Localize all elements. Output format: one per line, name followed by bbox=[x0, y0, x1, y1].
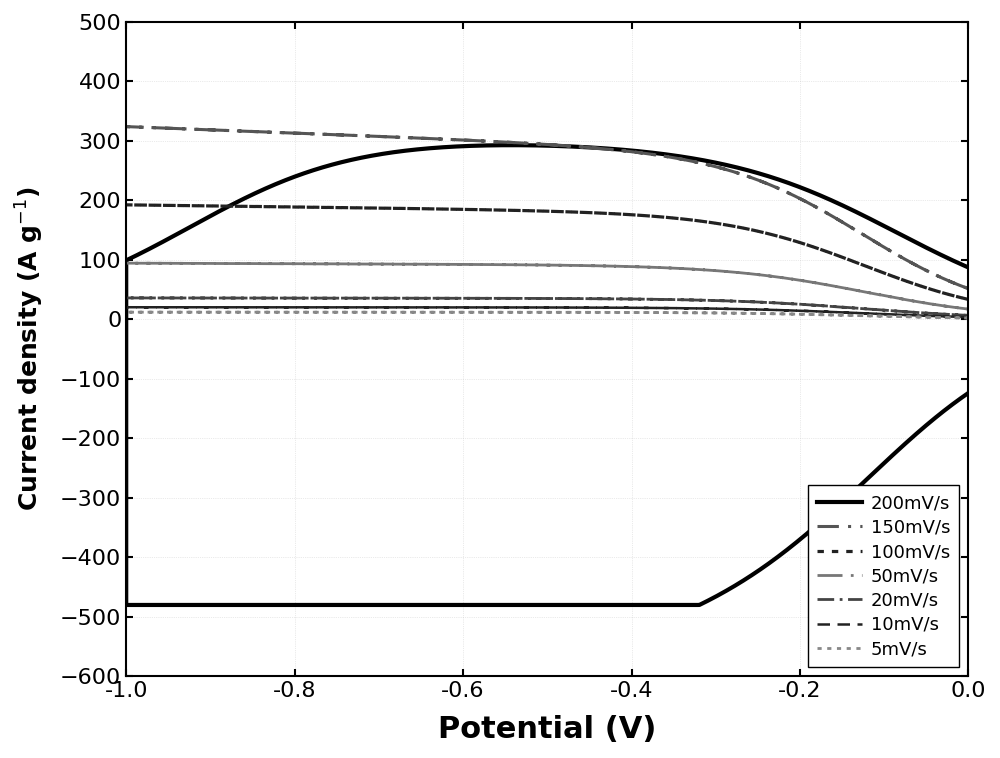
100mV/s bbox=[120, 200, 132, 209]
150mV/s bbox=[120, 122, 132, 131]
Line: 20mV/s: 20mV/s bbox=[126, 298, 968, 315]
5mV/s bbox=[962, 314, 974, 323]
10mV/s bbox=[913, 311, 925, 320]
20mV/s bbox=[120, 293, 132, 302]
Line: 150mV/s: 150mV/s bbox=[126, 127, 968, 289]
150mV/s bbox=[605, 145, 617, 154]
Line: 5mV/s: 5mV/s bbox=[126, 312, 968, 318]
200mV/s bbox=[914, 240, 926, 249]
200mV/s bbox=[962, 263, 974, 272]
10mV/s bbox=[120, 302, 132, 312]
Line: 100mV/s: 100mV/s bbox=[126, 205, 968, 299]
200mV/s bbox=[962, 388, 974, 397]
Legend: 200mV/s, 150mV/s, 100mV/s, 50mV/s, 20mV/s, 10mV/s, 5mV/s: 200mV/s, 150mV/s, 100mV/s, 50mV/s, 20mV/… bbox=[808, 485, 959, 667]
10mV/s bbox=[143, 302, 155, 312]
150mV/s bbox=[962, 284, 974, 293]
200mV/s bbox=[142, 600, 154, 609]
10mV/s bbox=[962, 312, 974, 321]
10mV/s bbox=[605, 303, 617, 312]
200mV/s bbox=[505, 141, 517, 150]
5mV/s bbox=[962, 314, 974, 323]
5mV/s bbox=[605, 308, 617, 317]
100mV/s bbox=[962, 295, 974, 304]
5mV/s bbox=[120, 308, 132, 317]
20mV/s bbox=[913, 308, 925, 317]
100mV/s bbox=[962, 295, 974, 304]
10mV/s bbox=[876, 309, 888, 318]
150mV/s bbox=[962, 284, 974, 293]
50mV/s bbox=[605, 262, 617, 271]
200mV/s bbox=[876, 460, 888, 469]
20mV/s bbox=[962, 311, 974, 320]
5mV/s bbox=[913, 312, 925, 321]
10mV/s bbox=[962, 312, 974, 321]
Line: 10mV/s: 10mV/s bbox=[126, 307, 968, 317]
100mV/s bbox=[914, 281, 926, 290]
20mV/s bbox=[914, 309, 926, 318]
100mV/s bbox=[876, 268, 888, 277]
Line: 50mV/s: 50mV/s bbox=[126, 263, 968, 309]
5mV/s bbox=[143, 308, 155, 317]
200mV/s bbox=[606, 144, 618, 153]
Y-axis label: Current density (A g$^{-1}$): Current density (A g$^{-1}$) bbox=[14, 186, 46, 512]
5mV/s bbox=[876, 312, 888, 321]
150mV/s bbox=[143, 123, 155, 132]
200mV/s bbox=[915, 240, 927, 249]
X-axis label: Potential (V): Potential (V) bbox=[438, 715, 656, 744]
50mV/s bbox=[876, 291, 888, 300]
50mV/s bbox=[962, 305, 974, 314]
150mV/s bbox=[914, 263, 926, 272]
Line: 200mV/s: 200mV/s bbox=[126, 146, 968, 605]
50mV/s bbox=[143, 258, 155, 268]
50mV/s bbox=[913, 298, 925, 307]
20mV/s bbox=[188, 293, 200, 302]
20mV/s bbox=[876, 305, 888, 315]
50mV/s bbox=[914, 298, 926, 307]
5mV/s bbox=[914, 312, 926, 321]
10mV/s bbox=[188, 302, 200, 312]
150mV/s bbox=[913, 262, 925, 271]
50mV/s bbox=[962, 305, 974, 314]
150mV/s bbox=[188, 124, 200, 133]
20mV/s bbox=[962, 311, 974, 320]
20mV/s bbox=[605, 294, 617, 303]
20mV/s bbox=[143, 293, 155, 302]
100mV/s bbox=[143, 201, 155, 210]
10mV/s bbox=[914, 311, 926, 320]
150mV/s bbox=[876, 242, 888, 251]
5mV/s bbox=[188, 308, 200, 317]
100mV/s bbox=[913, 281, 925, 290]
50mV/s bbox=[120, 258, 132, 268]
200mV/s bbox=[187, 600, 199, 609]
100mV/s bbox=[605, 209, 617, 218]
100mV/s bbox=[188, 201, 200, 210]
200mV/s bbox=[693, 600, 705, 609]
50mV/s bbox=[188, 258, 200, 268]
